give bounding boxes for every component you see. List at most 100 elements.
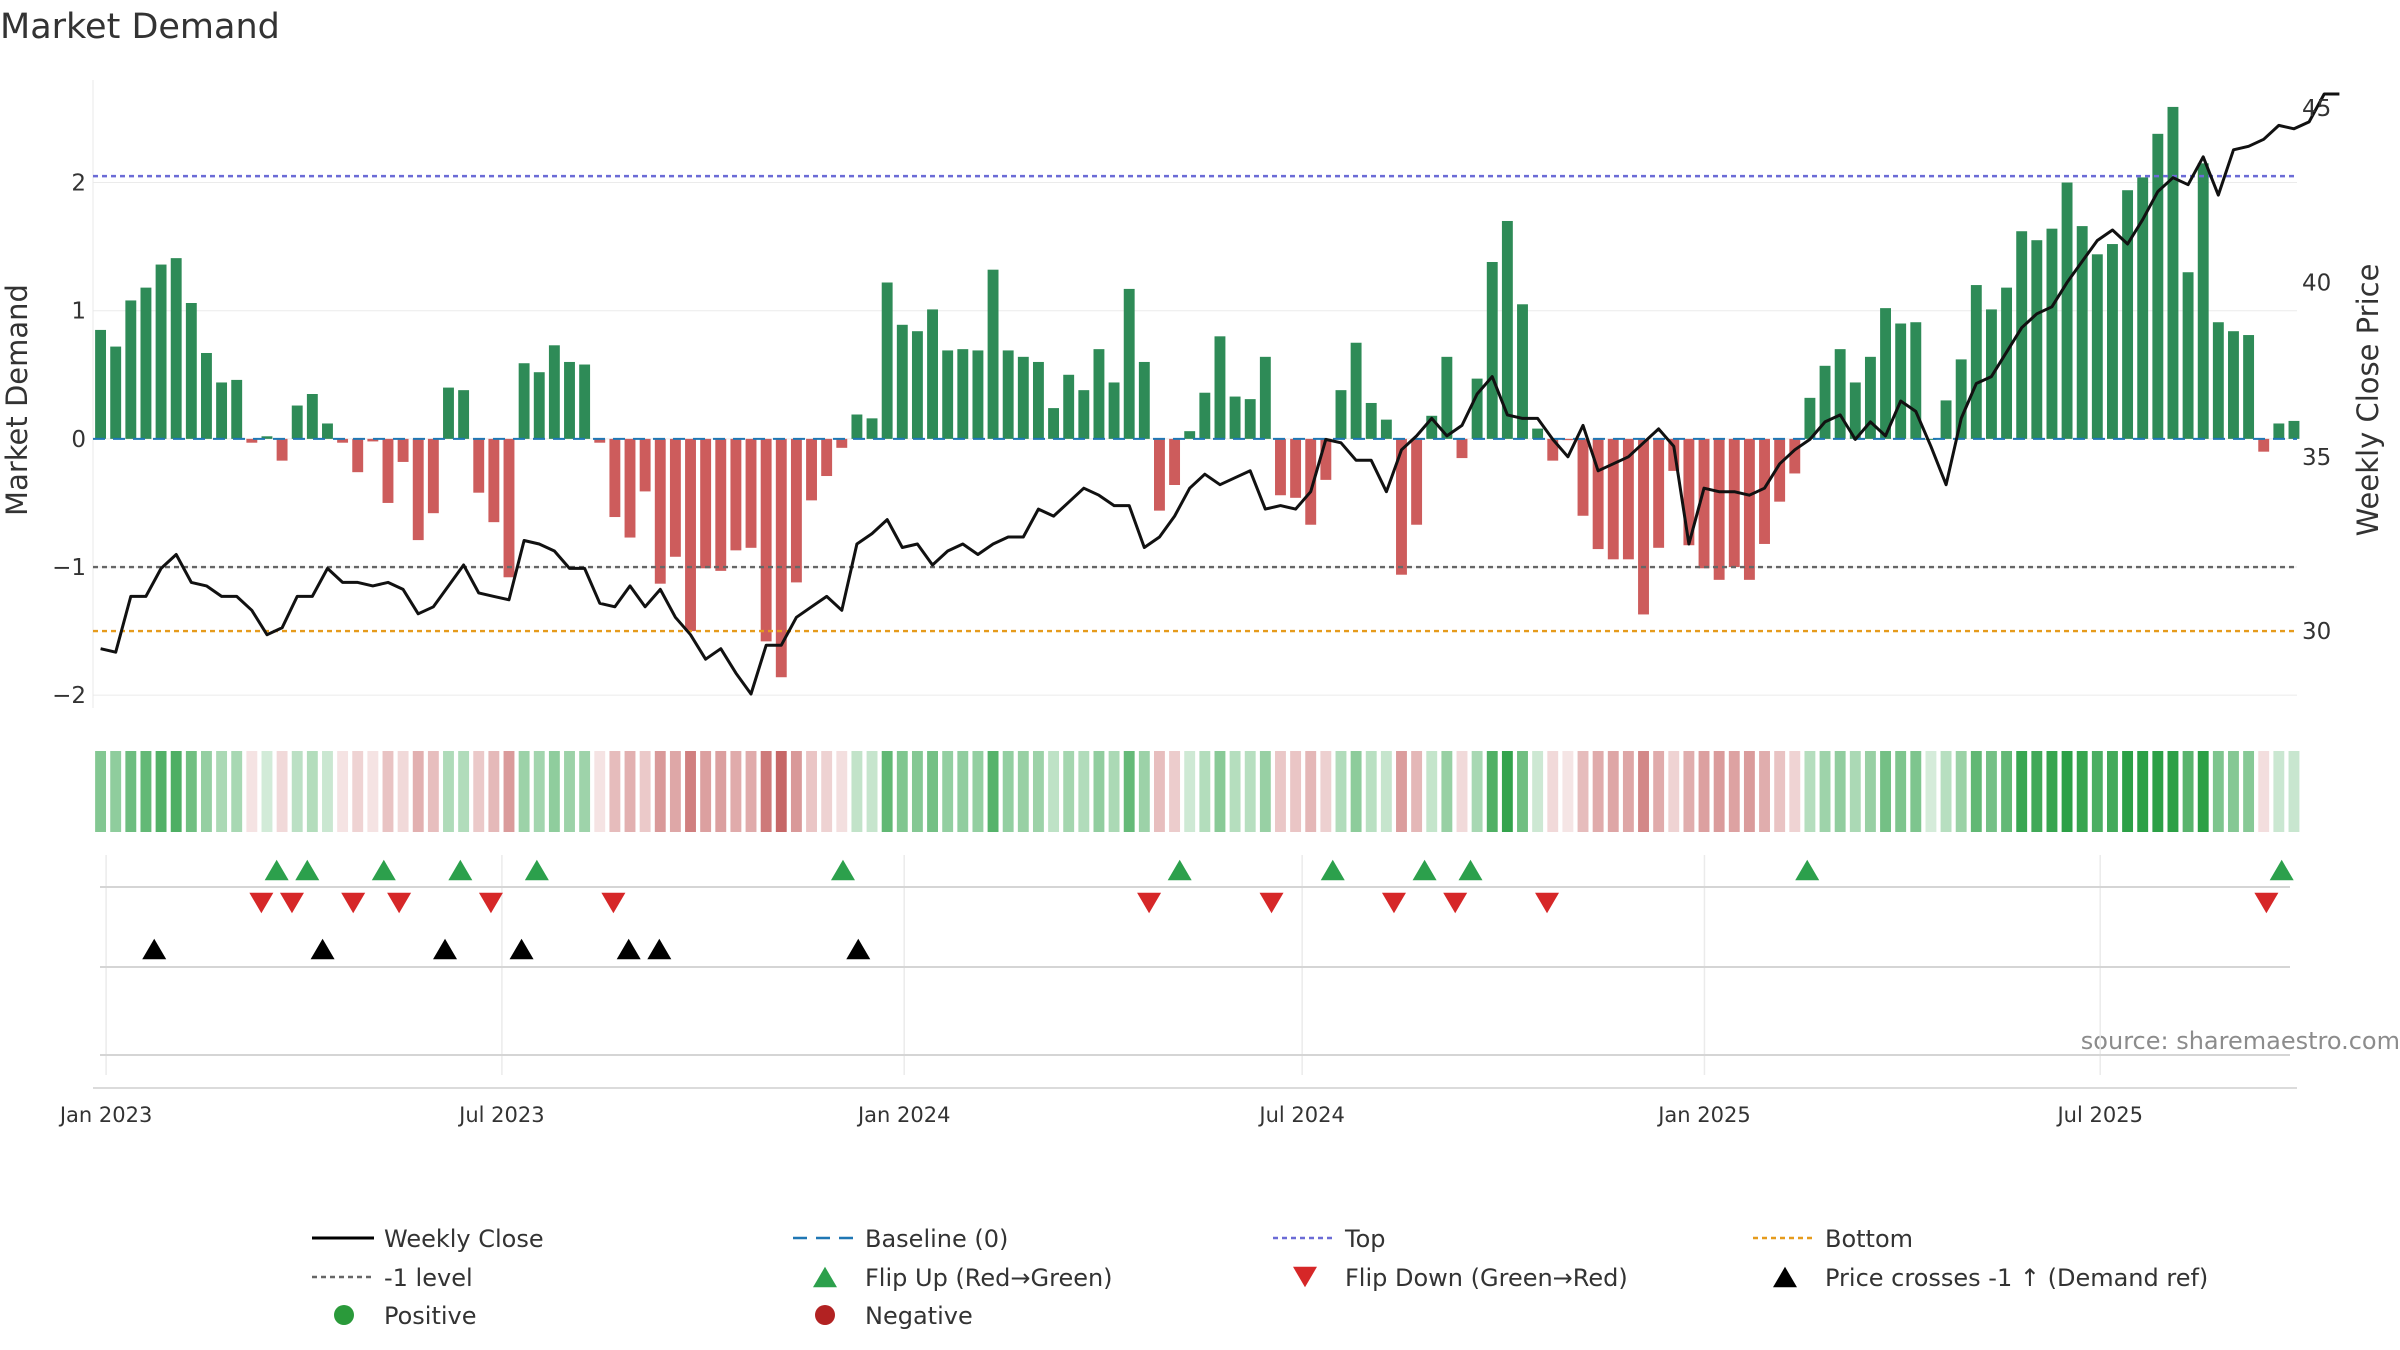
demand-bar-44 [760,438,772,642]
heat-cell-52 [881,751,893,832]
heat-cell-6 [185,751,197,832]
demand-bar-23 [443,387,454,439]
demand-bar-77 [1259,356,1271,439]
heat-cell-68 [1123,751,1135,832]
demand-bar-108 [1728,438,1740,568]
demand-bar-18 [367,438,379,442]
demand-bar-113 [1804,397,1816,439]
demand-bar-92 [1486,261,1498,439]
demand-bar-32 [579,364,591,439]
flip-down-marker-7 [1259,892,1284,914]
heat-cell-9 [231,751,243,832]
heat-cell-7 [201,751,212,832]
heat-cell-0 [95,751,107,832]
flip-up-marker-6 [1167,859,1192,881]
demand-bar-54 [911,331,923,439]
flip-up-marker-11 [2269,859,2294,881]
demand-bar-84 [1365,402,1377,439]
demand-bar-10 [246,438,258,443]
heat-cell-80 [1305,751,1317,832]
y-tick-2: 0 [71,427,86,453]
heat-cell-8 [216,751,228,832]
flip-down-marker-6 [1137,892,1162,914]
heat-cell-90 [1456,751,1468,832]
heat-cell-96 [1547,751,1559,832]
heat-cell-92 [1486,751,1498,832]
heat-cell-128 [2031,751,2043,832]
demand-bar-102 [1638,438,1649,615]
demand-bar-49 [836,438,848,448]
demand-bar-129 [2046,228,2058,439]
legend-label-flip_up: Flip Up (Red→Green) [865,1264,1113,1292]
heat-cell-108 [1728,751,1740,832]
heat-cell-18 [367,751,379,832]
heat-cell-56 [942,751,954,832]
demand-bar-116 [1849,382,1861,439]
heat-cell-140 [2212,751,2224,832]
heat-cell-102 [1638,751,1649,832]
demand-bar-37 [654,438,666,584]
heat-cell-131 [2076,751,2088,832]
demand-bar-126 [2001,287,2013,439]
demand-bar-14 [306,394,318,439]
demand-bar-27 [503,438,515,578]
heat-cell-72 [1184,751,1196,832]
heat-cell-110 [1759,751,1770,832]
demand-bar-43 [745,438,757,548]
flip-down-marker-11 [2254,892,2279,914]
heat-cell-105 [1683,751,1695,832]
heat-cell-41 [715,751,727,832]
demand-bar-118 [1880,308,1891,439]
heat-cell-134 [2122,751,2134,832]
demand-bar-65 [1078,390,1090,439]
heat-cell-14 [306,751,318,832]
price-cross-marker-1 [310,938,335,960]
demand-bar-17 [352,438,364,473]
heat-cell-1 [110,751,122,832]
demand-bar-93 [1501,220,1513,439]
heat-cell-75 [1229,751,1241,832]
heat-cell-104 [1668,751,1680,832]
x-tick-0: Jan 2023 [58,1103,153,1127]
demand-bar-130 [2061,182,2073,439]
demand-bar-59 [987,269,999,439]
heat-cell-32 [579,751,591,832]
heat-cell-91 [1471,751,1483,832]
heat-cell-34 [609,751,621,832]
demand-bar-26 [488,438,500,523]
demand-bar-124 [1970,285,1982,439]
legend-label-bottom: Bottom [1825,1225,1913,1253]
event-markers [142,859,2294,960]
demand-bar-133 [2107,244,2118,439]
demand-bar-135 [2137,177,2149,439]
demand-bar-120 [1910,322,1922,439]
demand-bar-42 [730,438,742,551]
demand-bar-99 [1592,438,1604,550]
demand-bar-22 [427,438,439,514]
heat-cell-114 [1819,751,1831,832]
demand-bar-68 [1123,288,1135,439]
heat-cell-21 [412,751,424,832]
heat-cell-39 [685,751,696,832]
heat-cell-83 [1350,751,1362,832]
legend-swatch-positive [334,1305,354,1325]
demand-bar-36 [639,438,651,492]
heat-cell-11 [261,751,273,832]
demand-bar-40 [700,438,712,569]
demand-bar-61 [1017,356,1029,439]
flip-down-marker-0 [249,892,274,914]
source-note: source: sharemaestro.com [2081,1027,2400,1055]
demand-bar-5 [170,258,182,439]
heat-cell-26 [488,751,500,832]
demand-bar-39 [685,438,696,632]
heat-cell-58 [972,751,984,832]
flip-up-marker-0 [264,859,289,881]
y2-tick-0: 45 [2302,96,2331,122]
price-cross-marker-0 [142,938,167,960]
demand-bar-144 [2273,423,2285,439]
price-cross-marker-6 [846,938,871,960]
flip-up-marker-10 [1795,859,1820,881]
heat-cell-70 [1154,751,1165,832]
demand-bar-86 [1396,438,1407,575]
